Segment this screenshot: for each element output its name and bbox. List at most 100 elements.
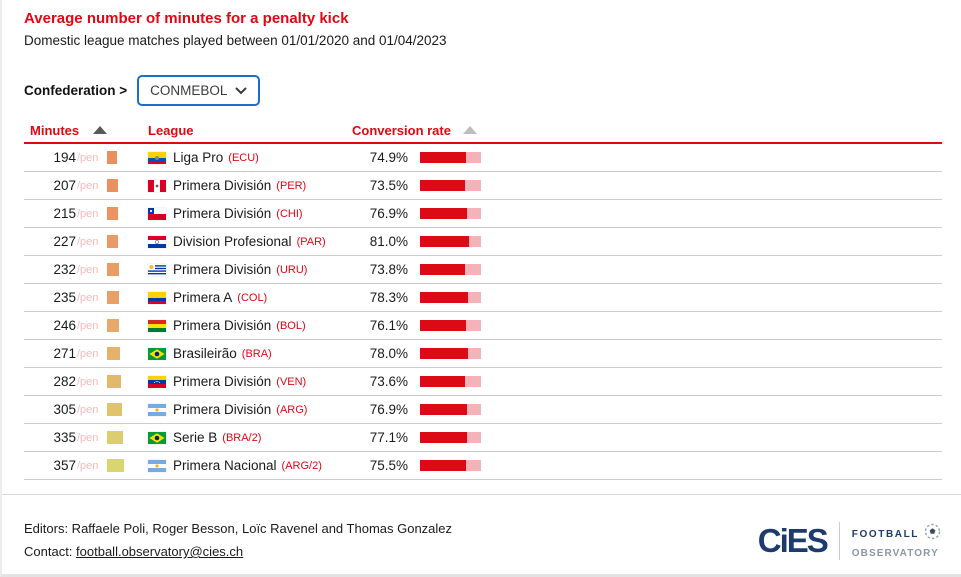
pen-suffix: /pen [77,151,99,164]
league-name: Primera División [173,374,272,389]
country-flag-icon-bol [148,319,166,332]
minutes-value: 232 [53,262,76,277]
contact-email-link[interactable]: football.observatory@cies.ch [76,544,244,559]
minutes-header-label: Minutes [30,122,80,138]
minutes-value: 282 [53,374,76,389]
pen-suffix: /pen [77,291,99,304]
conversion-rate-bar [420,236,481,247]
conversion-rate-bar [420,320,481,331]
cies-wordmark: CiES [757,522,829,559]
logo-football-label: FOOTBALL [851,528,919,540]
minutes-swatch [107,179,119,192]
country-flag-icon-ecu [148,151,166,164]
league-country-code: (PAR) [296,235,326,248]
pen-suffix: /pen [77,179,99,192]
conversion-rate-header-label: Conversion rate [352,122,451,138]
table-row: 235/pen Primera A (COL) 78.3% [24,284,942,312]
conversion-rate-bar [420,180,481,191]
league-name: Primera A [173,290,233,305]
soccer-ball-icon [924,523,941,545]
country-flag-icon-par [148,235,166,248]
conversion-rate-bar [420,152,481,163]
logo-observatory-label: OBSERVATORY [851,548,939,559]
country-flag-icon-per [148,179,166,192]
minutes-swatch [107,291,120,304]
conversion-rate-bar [420,292,481,303]
confederation-label: Confederation > [24,83,128,98]
league-name: Primera División [173,402,272,417]
conversion-rate-value: 77.1% [369,430,408,445]
column-header-league[interactable]: League [148,123,352,138]
conversion-rate-bar [420,264,481,275]
table-row: 305/pen Primera División (ARG) 76.9% [24,396,942,424]
conversion-rate-bar [420,404,481,415]
chevron-down-icon [235,83,247,98]
page-title: Average number of minutes for a penalty … [24,10,349,27]
table-row: 357/pen Primera Nacional (ARG/2) 75.5% [24,452,942,480]
conversion-rate-value: 81.0% [369,234,408,249]
minutes-value: 235 [53,290,76,305]
minutes-value: 271 [53,346,76,361]
pen-suffix: /pen [77,263,99,276]
column-header-conversion-rate[interactable]: Conversion rate [352,123,942,138]
conversion-rate-bar [420,376,481,387]
league-country-code: (BRA/2) [222,431,262,444]
minutes-value: 246 [53,318,76,333]
conversion-rate-value: 76.9% [369,402,408,417]
column-header-minutes[interactable]: Minutes [24,123,148,138]
table-row: 215/pen Primera División (CHI) 76.9% [24,200,942,228]
pen-suffix: /pen [77,431,99,444]
table-row: 227/pen Division Profesional (PAR) 81.0% [24,228,942,256]
penalty-table: Minutes League Conversion rate 194/pen L… [24,118,942,480]
pen-suffix: /pen [77,403,99,416]
league-country-code: (ARG) [276,403,308,416]
conversion-rate-bar [420,432,481,443]
contact-line: Contact: football.observatory@cies.ch [24,540,452,563]
confederation-selected-value: CONMEBOL [150,83,228,98]
conversion-rate-bar [420,460,481,471]
minutes-swatch [107,151,118,164]
pen-suffix: /pen [77,235,99,248]
league-name: Primera División [173,318,272,333]
table-row: 232/pen Primera División (URU) 73.8% [24,256,942,284]
conversion-rate-value: 76.9% [369,206,408,221]
pen-suffix: /pen [77,347,99,360]
minutes-swatch [107,375,122,388]
country-flag-icon-uru [148,263,166,276]
conversion-rate-value: 75.5% [369,458,408,473]
cies-logo: CiES FOOTBALL OBSERVATORY [758,522,941,560]
league-country-code: (PER) [276,179,307,192]
league-name: Primera División [173,262,272,277]
pen-suffix: /pen [77,459,99,472]
minutes-value: 305 [53,402,76,417]
minutes-value: 335 [53,430,76,445]
conversion-rate-bar [420,208,481,219]
minutes-value: 215 [53,206,76,221]
pen-suffix: /pen [77,319,99,332]
league-name: Primera División [173,178,272,193]
country-flag-icon-arg [148,403,166,416]
country-flag-icon-arg [148,459,166,472]
confederation-dropdown[interactable]: CONMEBOL [137,75,261,106]
conversion-rate-value: 73.8% [369,262,408,277]
minutes-value: 357 [53,458,76,473]
league-country-code: (ARG/2) [281,459,322,472]
table-row: 282/pen Primera División (VEN) 73.6% [24,368,942,396]
minutes-swatch [107,431,124,444]
conversion-rate-value: 76.1% [369,318,408,333]
editors-text: Editors: Raffaele Poli, Roger Besson, Lo… [24,521,453,536]
minutes-swatch [107,347,121,360]
conversion-rate-value: 78.3% [369,290,408,305]
pen-suffix: /pen [77,207,99,220]
conversion-rate-value: 73.6% [369,374,408,389]
league-country-code: (BRA) [241,347,272,360]
league-name: Primera División [173,206,272,221]
country-flag-icon-chi [148,207,166,220]
league-name: Serie B [173,430,218,445]
minutes-value: 194 [53,150,76,165]
table-row: 246/pen Primera División (BOL) 76.1% [24,312,942,340]
minutes-swatch [107,403,123,416]
minutes-value: 207 [53,178,76,193]
table-row: 207/pen Primera División (PER) 73.5% [24,172,942,200]
